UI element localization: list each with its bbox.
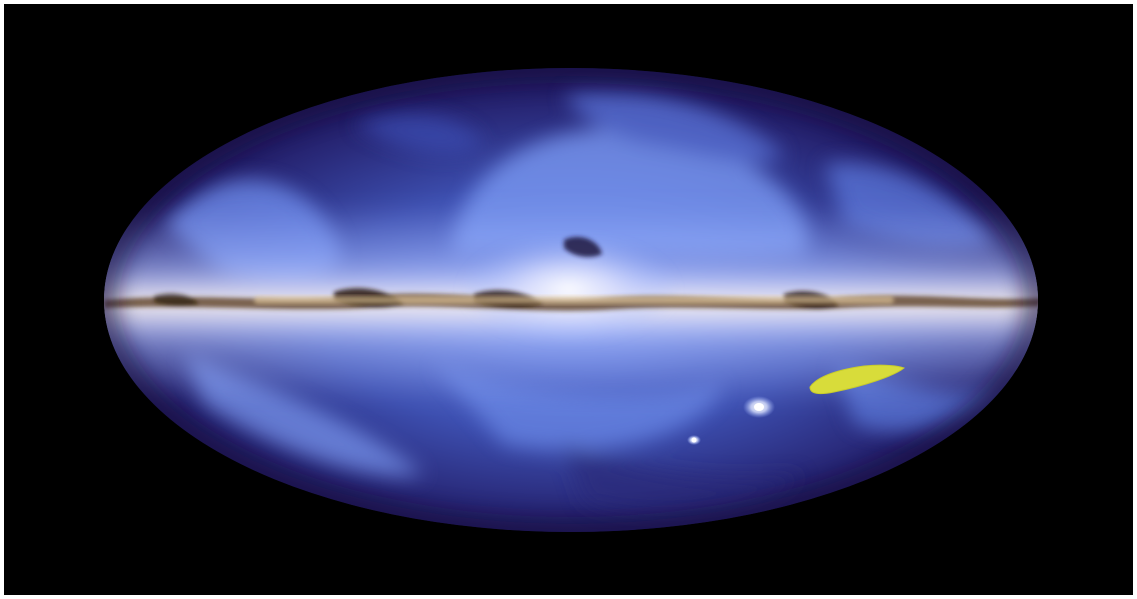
all-sky-map (104, 68, 1038, 532)
sky-viewport (4, 4, 1133, 595)
highlight-region-shape (809, 364, 905, 395)
plane-core (254, 296, 894, 304)
galactic-bulge (459, 234, 679, 344)
